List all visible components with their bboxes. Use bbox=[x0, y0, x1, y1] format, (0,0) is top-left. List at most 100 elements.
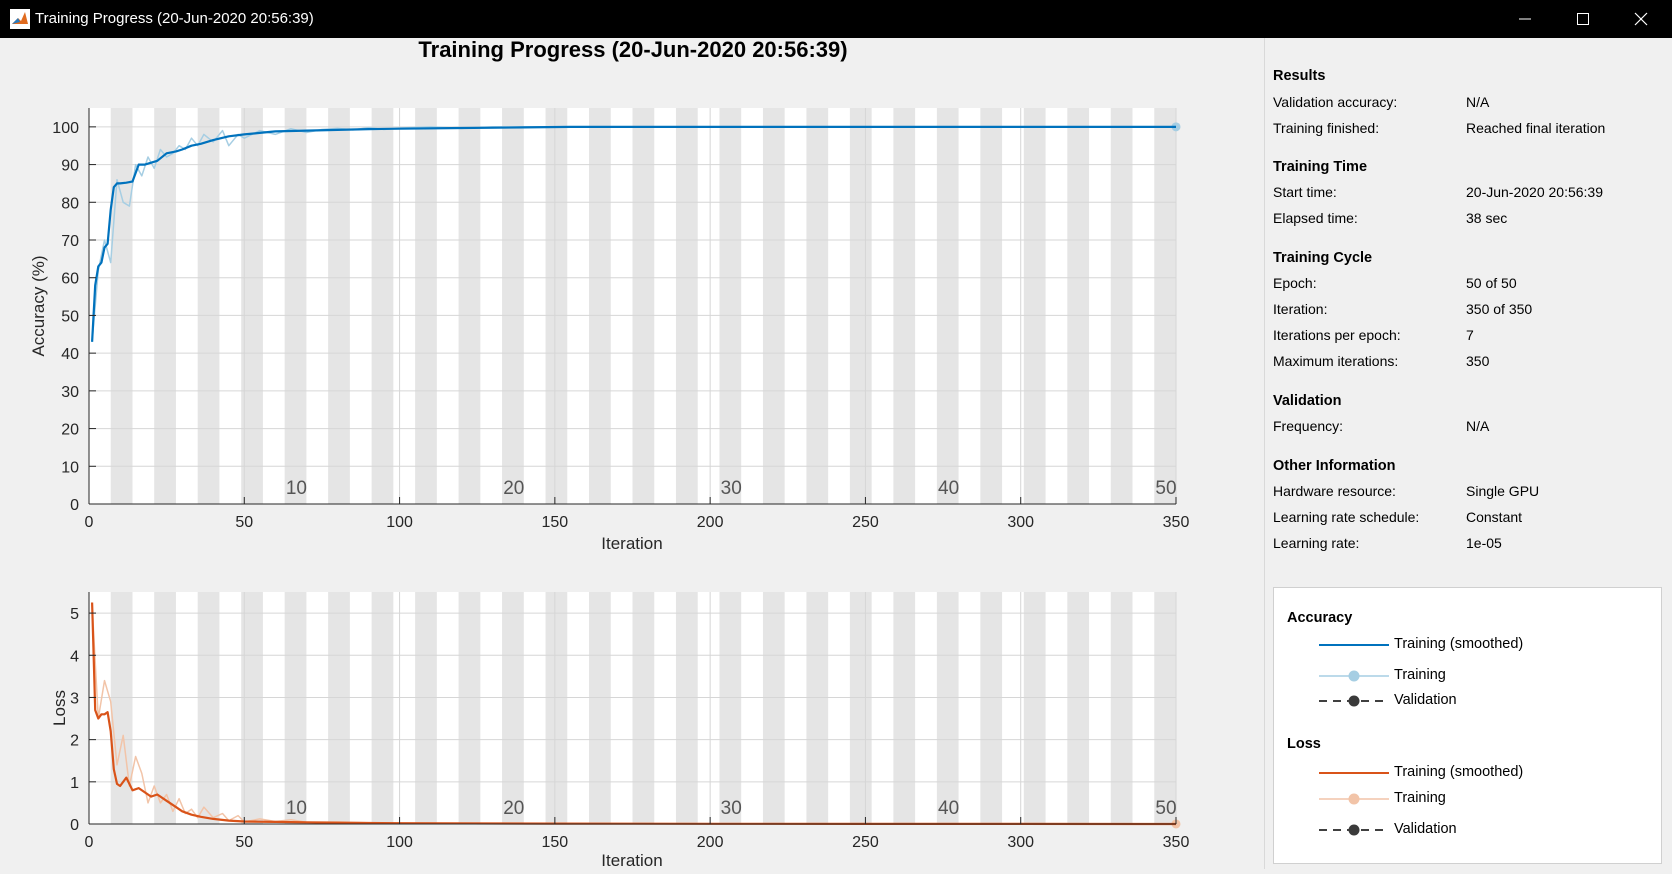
legend-loss-heading: Loss bbox=[1287, 736, 1321, 752]
learning-rate-label: Learning rate: bbox=[1273, 535, 1360, 551]
loss-y-tick-label: 4 bbox=[70, 648, 79, 665]
legend-accuracy-validation-label: Validation bbox=[1394, 692, 1457, 708]
loss-epoch-band bbox=[502, 592, 524, 824]
elapsed-time-value: 38 sec bbox=[1466, 210, 1508, 226]
loss-epoch-label: 20 bbox=[503, 798, 524, 819]
legend-accuracy-validation-swatch bbox=[1319, 695, 1389, 707]
loss-x-tick-label: 300 bbox=[1007, 834, 1034, 851]
loss-epoch-band bbox=[1023, 592, 1046, 824]
acc-epoch-band bbox=[110, 108, 133, 504]
loss-epoch-band bbox=[545, 592, 568, 824]
plot-legend: Accuracy Training (smoothed) Training Va… bbox=[1273, 587, 1662, 864]
acc-epoch-band bbox=[589, 108, 611, 504]
maximize-icon bbox=[1577, 13, 1589, 25]
loss-epoch-band bbox=[806, 592, 829, 824]
acc-epoch-label: 10 bbox=[286, 478, 307, 499]
training-cycle-heading: Training Cycle bbox=[1273, 250, 1373, 266]
acc-epoch-band bbox=[545, 108, 568, 504]
acc-epoch-band bbox=[719, 108, 742, 504]
acc-y-tick-label: 80 bbox=[61, 195, 79, 212]
loss-epoch-band bbox=[632, 592, 655, 824]
iteration-value: 350 of 350 bbox=[1466, 301, 1533, 317]
loss-epoch-band bbox=[589, 592, 611, 824]
acc-x-tick-label: 0 bbox=[85, 514, 94, 531]
acc-x-tick-label: 200 bbox=[697, 514, 724, 531]
acc-y-tick-label: 100 bbox=[52, 120, 79, 137]
acc-y-tick-label: 90 bbox=[61, 158, 79, 175]
loss-epoch-band bbox=[1067, 592, 1090, 824]
acc-epoch-band bbox=[849, 108, 872, 504]
acc-epoch-band bbox=[1023, 108, 1046, 504]
loss-epoch-band bbox=[110, 592, 133, 824]
loss-epoch-label: 10 bbox=[286, 798, 307, 819]
window-title: Training Progress (20-Jun-2020 20:56:39) bbox=[35, 10, 314, 27]
acc-epoch-band bbox=[502, 108, 524, 504]
acc-epoch-band bbox=[458, 108, 481, 504]
acc-y-tick-label: 20 bbox=[61, 422, 79, 439]
loss-epoch-band bbox=[893, 592, 916, 824]
loss-x-tick-label: 350 bbox=[1163, 834, 1190, 851]
validation-heading: Validation bbox=[1273, 393, 1342, 409]
accuracy-y-axis-label: Accuracy (%) bbox=[29, 255, 48, 356]
acc-x-tick-label: 100 bbox=[386, 514, 413, 531]
hardware-resource-label: Hardware resource: bbox=[1273, 483, 1396, 499]
loss-epoch-band bbox=[849, 592, 872, 824]
other-information-heading: Other Information bbox=[1273, 458, 1396, 474]
frequency-value: N/A bbox=[1466, 418, 1490, 434]
acc-epoch-band bbox=[632, 108, 655, 504]
training-time-heading: Training Time bbox=[1273, 159, 1368, 175]
acc-epoch-band bbox=[893, 108, 916, 504]
acc-y-tick-label: 30 bbox=[61, 384, 79, 401]
loss-y-axis-label: Loss bbox=[50, 690, 69, 726]
plot-title: Training Progress (20-Jun-2020 20:56:39) bbox=[418, 38, 847, 62]
elapsed-time-label: Elapsed time: bbox=[1273, 210, 1358, 226]
acc-epoch-band bbox=[284, 108, 307, 504]
training-info-panel: Results Validation accuracy: N/A Trainin… bbox=[1265, 38, 1672, 869]
close-button[interactable] bbox=[1612, 0, 1670, 38]
acc-epoch-band bbox=[762, 108, 785, 504]
loss-x-tick-label: 50 bbox=[235, 834, 253, 851]
legend-accuracy-heading: Accuracy bbox=[1287, 610, 1353, 626]
legend-accuracy-smoothed-label: Training (smoothed) bbox=[1394, 636, 1524, 652]
acc-epoch-label: 50 bbox=[1155, 478, 1176, 499]
loss-y-tick-label: 1 bbox=[70, 775, 79, 792]
acc-epoch-band bbox=[1154, 108, 1176, 504]
maximize-button[interactable] bbox=[1554, 0, 1612, 38]
validation-accuracy-value: N/A bbox=[1466, 94, 1490, 110]
acc-x-tick-label: 50 bbox=[235, 514, 253, 531]
start-time-label: Start time: bbox=[1273, 184, 1337, 200]
acc-epoch-band bbox=[936, 108, 959, 504]
start-time-value: 20-Jun-2020 20:56:39 bbox=[1466, 184, 1603, 200]
legend-loss-validation-swatch bbox=[1319, 824, 1389, 836]
maximum-iterations-value: 350 bbox=[1466, 353, 1490, 369]
acc-epoch-band bbox=[197, 108, 220, 504]
loss-epoch-band bbox=[154, 592, 176, 824]
acc-y-tick-label: 40 bbox=[61, 346, 79, 363]
loss-epoch-band bbox=[415, 592, 437, 824]
training-finished-label: Training finished: bbox=[1273, 120, 1380, 136]
iterations-per-epoch-label: Iterations per epoch: bbox=[1273, 327, 1401, 343]
legend-loss-smoothed-label: Training (smoothed) bbox=[1394, 764, 1524, 780]
loss-epoch-band bbox=[675, 592, 698, 824]
legend-loss-training-swatch bbox=[1319, 793, 1389, 805]
loss-x-tick-label: 200 bbox=[697, 834, 724, 851]
acc-epoch-label: 20 bbox=[503, 478, 524, 499]
accuracy-chart: 10 20 30 40 50 0 10 20 30 40 50 60 70 80 90 100 0 50 100 1… bbox=[29, 108, 1189, 553]
acc-epoch-band bbox=[806, 108, 829, 504]
loss-epoch-band bbox=[284, 592, 307, 824]
learning-rate-value: 1e-05 bbox=[1466, 535, 1502, 551]
acc-epoch-band bbox=[1110, 108, 1133, 504]
training-finished-value: Reached final iteration bbox=[1466, 120, 1606, 136]
learning-rate-schedule-value: Constant bbox=[1466, 509, 1523, 525]
acc-x-tick-label: 150 bbox=[542, 514, 569, 531]
acc-epoch-label: 30 bbox=[721, 478, 742, 499]
minimize-button[interactable] bbox=[1496, 0, 1554, 38]
acc-y-tick-label: 50 bbox=[61, 308, 79, 325]
loss-y-tick-label: 5 bbox=[70, 606, 79, 623]
loss-epoch-band bbox=[1110, 592, 1133, 824]
loss-epoch-label: 30 bbox=[721, 798, 742, 819]
legend-accuracy-training-label: Training bbox=[1394, 667, 1446, 683]
epoch-value: 50 of 50 bbox=[1466, 275, 1517, 291]
loss-epoch-band bbox=[241, 592, 263, 824]
